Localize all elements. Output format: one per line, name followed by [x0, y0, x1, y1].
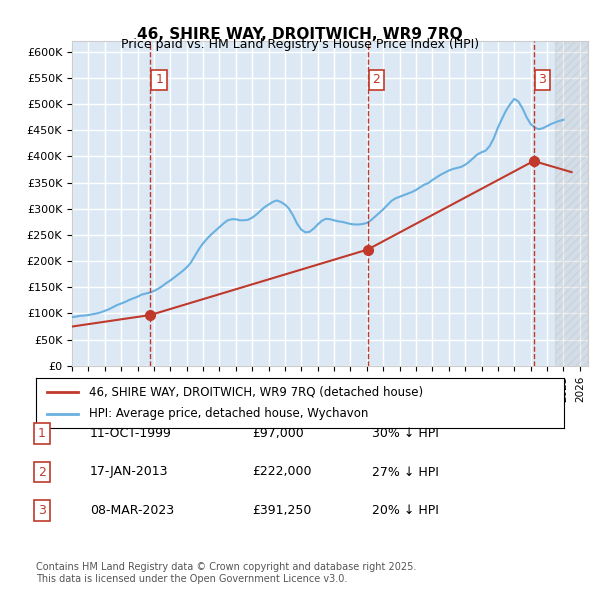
Text: Contains HM Land Registry data © Crown copyright and database right 2025.
This d: Contains HM Land Registry data © Crown c…: [36, 562, 416, 584]
Text: £222,000: £222,000: [252, 466, 311, 478]
Text: 17-JAN-2013: 17-JAN-2013: [90, 466, 169, 478]
Text: 08-MAR-2023: 08-MAR-2023: [90, 504, 174, 517]
Text: 27% ↓ HPI: 27% ↓ HPI: [372, 466, 439, 478]
Text: 46, SHIRE WAY, DROITWICH, WR9 7RQ (detached house): 46, SHIRE WAY, DROITWICH, WR9 7RQ (detac…: [89, 385, 423, 398]
Text: 11-OCT-1999: 11-OCT-1999: [90, 427, 172, 440]
Text: 20% ↓ HPI: 20% ↓ HPI: [372, 504, 439, 517]
Text: £391,250: £391,250: [252, 504, 311, 517]
Text: 2: 2: [38, 466, 46, 478]
Text: 2: 2: [373, 74, 380, 87]
Text: 30% ↓ HPI: 30% ↓ HPI: [372, 427, 439, 440]
Text: Price paid vs. HM Land Registry's House Price Index (HPI): Price paid vs. HM Land Registry's House …: [121, 38, 479, 51]
Text: 1: 1: [38, 427, 46, 440]
Text: HPI: Average price, detached house, Wychavon: HPI: Average price, detached house, Wych…: [89, 407, 368, 420]
Text: 46, SHIRE WAY, DROITWICH, WR9 7RQ: 46, SHIRE WAY, DROITWICH, WR9 7RQ: [137, 27, 463, 41]
Text: 3: 3: [38, 504, 46, 517]
Text: £97,000: £97,000: [252, 427, 304, 440]
Bar: [555, 41, 588, 366]
Text: 3: 3: [539, 74, 547, 87]
Text: 1: 1: [155, 74, 163, 87]
